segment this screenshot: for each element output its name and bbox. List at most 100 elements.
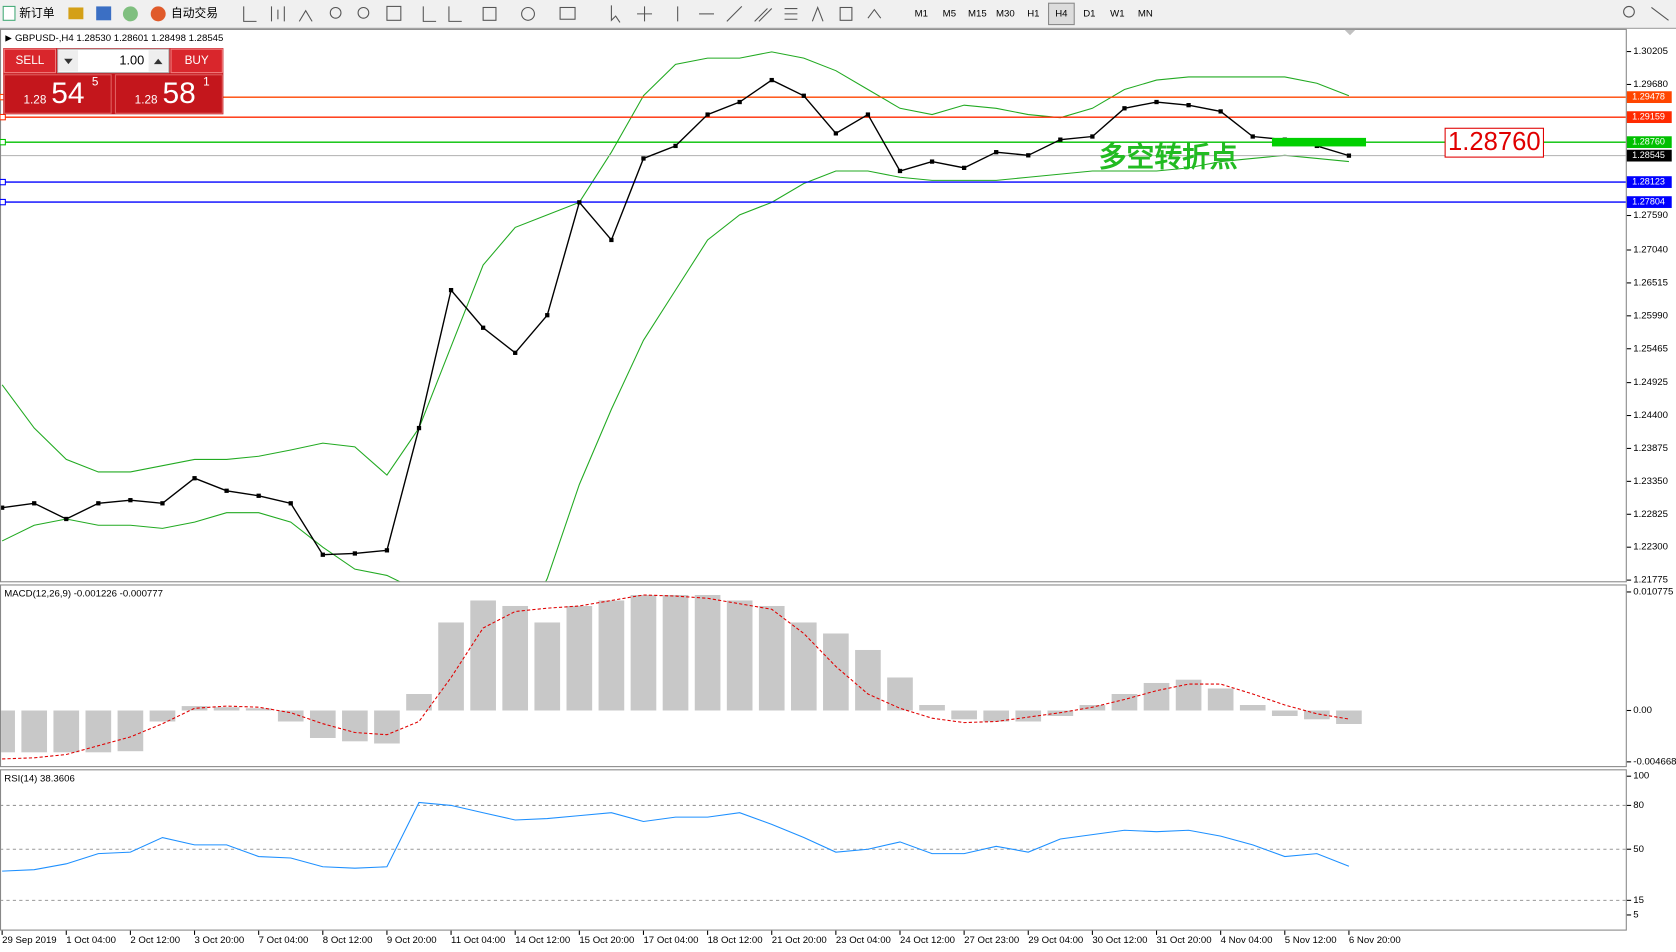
macd-bar (1336, 710, 1362, 724)
toolbar-icons (243, 5, 1669, 23)
icon[interactable] (68, 7, 84, 20)
timeframe-button[interactable]: H1 (1027, 8, 1039, 19)
icon[interactable] (559, 6, 576, 20)
marker-label: 1.28760 (1448, 128, 1541, 156)
icon[interactable] (811, 5, 824, 22)
y-tick-label: 1.22825 (1633, 509, 1668, 520)
icon[interactable] (270, 6, 285, 22)
annotation: 多空转折点 (1099, 142, 1238, 173)
icon[interactable] (1623, 5, 1635, 18)
sell-button[interactable]: SELL (3, 48, 57, 74)
icon[interactable] (839, 6, 853, 21)
x-tick-label: 1 Oct 04:00 (66, 935, 116, 946)
macd-bar (277, 710, 304, 722)
timeframe-label: H4 (1055, 8, 1068, 19)
macd-bar (630, 594, 657, 711)
y-tick-label: 0.010775 (1633, 586, 1673, 597)
icon[interactable] (754, 8, 773, 22)
icon (150, 6, 166, 22)
main-chart-frame (0, 28, 1627, 583)
rsi-plot (1, 801, 1626, 901)
bollinger-lower (1, 154, 1349, 582)
icon[interactable] (386, 5, 402, 21)
icon[interactable] (448, 6, 462, 22)
timeframe-label: M5 (943, 8, 956, 19)
buy-button[interactable]: BUY (170, 48, 223, 74)
x-tick-label: 4 Nov 04:00 (1221, 935, 1273, 946)
icon[interactable] (1651, 7, 1669, 21)
timeframe-button[interactable]: M30 (996, 8, 1015, 19)
icon[interactable] (482, 6, 497, 21)
price-box (114, 74, 223, 114)
icon[interactable] (298, 9, 313, 22)
price-line (2, 79, 1350, 556)
macd-bar (823, 633, 849, 711)
timeframe-button[interactable]: W1 (1110, 8, 1124, 19)
bid-label-bg (1626, 149, 1672, 162)
macd-bar (534, 622, 561, 711)
price-sup: 5 (92, 75, 99, 88)
macd-bar (1207, 688, 1234, 711)
auto-trading-button[interactable]: 自动交易 (150, 6, 218, 22)
x-tick-label: 21 Oct 20:00 (772, 935, 827, 946)
x-tick-label: 6 Nov 20:00 (1349, 935, 1401, 946)
icon[interactable] (122, 6, 138, 22)
icon[interactable] (726, 6, 743, 22)
macd-bar (406, 693, 432, 711)
icon[interactable] (96, 6, 112, 21)
y-tick-label: 1.25990 (1633, 310, 1668, 321)
toolbar (0, 0, 1676, 28)
price-big: 58 (162, 77, 195, 110)
icon[interactable] (784, 8, 798, 20)
lot-field[interactable] (57, 48, 170, 74)
macd-bar (694, 594, 721, 711)
icon[interactable] (329, 6, 342, 19)
turning-zone (1271, 137, 1367, 147)
timeframe-button[interactable]: M1 (915, 8, 928, 19)
icon[interactable] (422, 6, 437, 22)
lot-value[interactable]: 1.00 (119, 52, 144, 67)
icon[interactable] (637, 6, 653, 22)
timeframe-label: M15 (968, 8, 987, 19)
icon[interactable] (867, 8, 882, 19)
x-tick-label: 9 Oct 20:00 (387, 935, 437, 946)
timeframe-label: W1 (1110, 8, 1124, 19)
chart-shift-marker (1344, 29, 1356, 36)
price-sup: 1 (203, 75, 210, 88)
timeframe-button[interactable]: M15 (968, 8, 987, 19)
y-tick-label: 1.23350 (1633, 476, 1668, 487)
icon[interactable] (357, 6, 370, 19)
timeframe-button[interactable]: MN (1138, 8, 1153, 19)
icon[interactable] (521, 6, 535, 21)
timeframe-button[interactable]: H4 (1048, 2, 1075, 26)
x-tick-label: 30 Oct 12:00 (1092, 935, 1147, 946)
level-handle (0, 113, 6, 121)
timeframe-button[interactable]: M5 (943, 8, 956, 19)
level-label: 1.28760 (1632, 137, 1665, 147)
y-tick-label: 1.25465 (1633, 343, 1668, 354)
macd-bar (1111, 693, 1138, 711)
y-tick-label: 1.26515 (1633, 277, 1668, 288)
macd-bar (1015, 710, 1042, 722)
level-label: 1.29159 (1632, 112, 1665, 122)
new-order-button[interactable]: 新订单 (2, 5, 55, 21)
timeframe-button[interactable]: D1 (1083, 8, 1095, 19)
bollinger-upper (1, 51, 1350, 476)
x-tick-label: 24 Oct 12:00 (900, 935, 955, 946)
button (170, 48, 223, 74)
icon[interactable] (610, 5, 621, 23)
icon[interactable] (243, 6, 257, 22)
button-label: 新订单 (19, 6, 55, 20)
x-tick-label: 29 Oct 04:00 (1028, 935, 1083, 946)
buy-price[interactable]: 1.28 58 1 (114, 74, 223, 114)
bid-label: 1.28545 (1632, 150, 1665, 160)
level-label-bg (1626, 111, 1672, 124)
level-handle (0, 138, 6, 146)
x-tick-label: 18 Oct 12:00 (708, 935, 763, 946)
macd-bar (1304, 710, 1330, 720)
level-handle (0, 198, 6, 206)
price-point (1346, 153, 1352, 158)
sell-price[interactable]: 1.28 54 5 (3, 74, 112, 114)
y-tick-label: 1.23875 (1633, 443, 1668, 454)
